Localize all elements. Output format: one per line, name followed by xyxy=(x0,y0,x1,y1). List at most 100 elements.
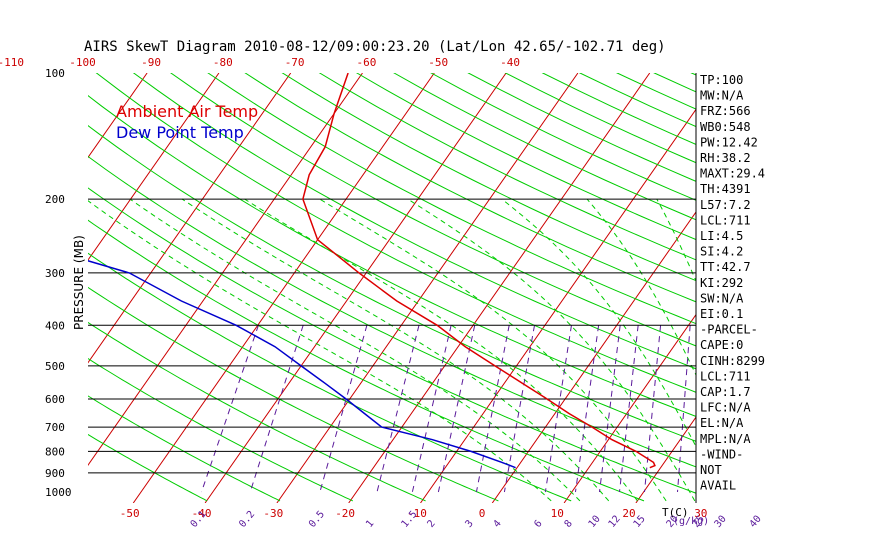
mixing-ratio-line xyxy=(677,325,691,493)
stat-item: AVAIL xyxy=(700,479,736,493)
dry-adiabat-line xyxy=(758,54,870,501)
temp-unit-label: T(C) xyxy=(662,506,689,519)
dry-adiabat-line xyxy=(88,286,499,502)
stat-item: L57:7.2 xyxy=(700,198,751,212)
stat-item: PW:12.42 xyxy=(700,135,758,149)
pressure-tick-label: 1000 xyxy=(45,486,72,499)
stat-item: EL:N/A xyxy=(700,416,744,430)
isotherm-line xyxy=(563,313,696,503)
temp-tick-label: -10 xyxy=(407,507,427,520)
mixing-ratio-line xyxy=(574,325,600,493)
stat-item: -PARCEL- xyxy=(700,323,758,337)
stat-item: KI:292 xyxy=(700,276,743,290)
dry-adiabat-line xyxy=(88,219,645,502)
dry-adiabat-line xyxy=(88,252,572,502)
dry-adiabat-line xyxy=(88,125,696,442)
isotherm-line xyxy=(491,211,696,503)
moist-adiabat-line xyxy=(501,198,696,448)
mixing-ratio-tick-label: 0.2 xyxy=(237,509,257,530)
dry-adiabat-line xyxy=(88,433,208,502)
chart-title: AIRS SkewT Diagram 2010-08-12/09:00:23.2… xyxy=(84,39,666,55)
isotherm-line xyxy=(851,73,870,503)
stat-item: LFC:N/A xyxy=(700,401,751,415)
stat-item: RH:38.2 xyxy=(700,151,751,165)
dry-adiabat-line xyxy=(281,73,696,282)
isotherm-line xyxy=(132,73,435,503)
dry-adiabat-line xyxy=(88,94,696,417)
top-temp-tick-label: -70 xyxy=(285,56,305,69)
dry-adiabat-line xyxy=(132,73,696,370)
mixing-ratio-unit-label: (g/kg) xyxy=(673,516,709,527)
top-temp-tick-label: -40 xyxy=(500,56,520,69)
moist-adiabat-line xyxy=(244,198,638,502)
pressure-tick-label: 500 xyxy=(45,360,65,373)
stat-item: SI:4.2 xyxy=(700,245,743,259)
dry-adiabat-line xyxy=(95,73,696,393)
dry-adiabat-line xyxy=(794,54,870,501)
stat-item: LI:4.5 xyxy=(700,229,743,243)
moist-adiabat-line xyxy=(407,198,696,502)
dry-adiabat-line xyxy=(88,357,354,502)
dry-adiabat-line xyxy=(88,155,696,468)
dry-adiabat-line xyxy=(88,187,696,494)
mixing-ratio-line xyxy=(643,325,662,493)
stat-item: MPL:N/A xyxy=(700,432,751,446)
isotherm-line xyxy=(276,73,579,503)
stat-item: SW:N/A xyxy=(700,291,744,305)
mixing-ratio-tick-label: 40 xyxy=(748,514,764,530)
stat-item: CAP:1.7 xyxy=(700,385,751,399)
mixing-ratio-tick-label: 8 xyxy=(563,518,575,530)
stat-item: TT:42.7 xyxy=(700,260,751,274)
isobars xyxy=(88,198,696,474)
isotherm-line xyxy=(348,73,651,503)
stat-item: FRZ:566 xyxy=(700,104,751,118)
temp-tick-label: -50 xyxy=(120,507,140,520)
dry-adiabat-line xyxy=(318,73,696,261)
temp-tick-label: -40 xyxy=(192,507,212,520)
mixing-ratio-line xyxy=(475,325,510,493)
stat-item: LCL:711 xyxy=(700,213,751,227)
mixing-ratio-line xyxy=(376,325,420,493)
pressure-tick-label: 900 xyxy=(45,467,65,480)
dry-adiabat-line xyxy=(467,73,696,182)
pressure-tick-label: 300 xyxy=(45,267,65,280)
mixing-ratio-line xyxy=(319,325,368,493)
dry-adiabat-line xyxy=(170,73,696,347)
dry-adiabat-line xyxy=(830,54,870,501)
mixing-ratio-tick-label: 0.5 xyxy=(307,509,327,530)
stat-item: TP:100 xyxy=(700,73,743,87)
dry-adiabat-line xyxy=(88,321,426,502)
mixing-ratio-tick-label: 30 xyxy=(713,514,729,530)
dry-adiabat-line xyxy=(244,73,696,303)
mixing-ratio-line xyxy=(760,325,764,492)
y-axis-label: PRESSURE (MB) xyxy=(72,235,86,330)
dew-point-temp-line xyxy=(88,260,516,469)
isotherm-line xyxy=(88,73,220,261)
top-temp-tick-label: -60 xyxy=(357,56,377,69)
background-grid xyxy=(0,54,870,503)
stat-item: LCL:711 xyxy=(700,369,751,383)
ambient-air-temp-line xyxy=(302,73,656,469)
moist-adiabat-line xyxy=(88,200,552,502)
top-temp-tick-label: -80 xyxy=(213,56,233,69)
dry-adiabat-line xyxy=(866,54,870,501)
temp-tick-label: 20 xyxy=(622,507,635,520)
temp-tick-label: 30 xyxy=(694,507,707,520)
isotherm-line xyxy=(0,73,75,503)
moist-adiabat-line xyxy=(319,198,667,502)
isotherm-line xyxy=(780,73,870,503)
legend-ambient-air-temp: Ambient Air Temp xyxy=(116,102,258,121)
dry-adiabat-line xyxy=(207,73,696,325)
stat-item: EI:0.1 xyxy=(700,307,743,321)
mixing-ratio-tick-label: 1 xyxy=(364,518,376,530)
mixing-ratio-tick-label: 2 xyxy=(425,518,437,530)
profile-traces xyxy=(88,73,656,469)
stat-item: MAXT:29.4 xyxy=(700,167,765,181)
stat-item: MW:N/A xyxy=(700,89,744,103)
stat-item: WB0:548 xyxy=(700,120,751,134)
pressure-tick-label: 100 xyxy=(45,67,65,80)
stat-item: -WIND- xyxy=(700,447,743,461)
temp-tick-label: -30 xyxy=(263,507,283,520)
temp-tick-label: 0 xyxy=(479,507,486,520)
